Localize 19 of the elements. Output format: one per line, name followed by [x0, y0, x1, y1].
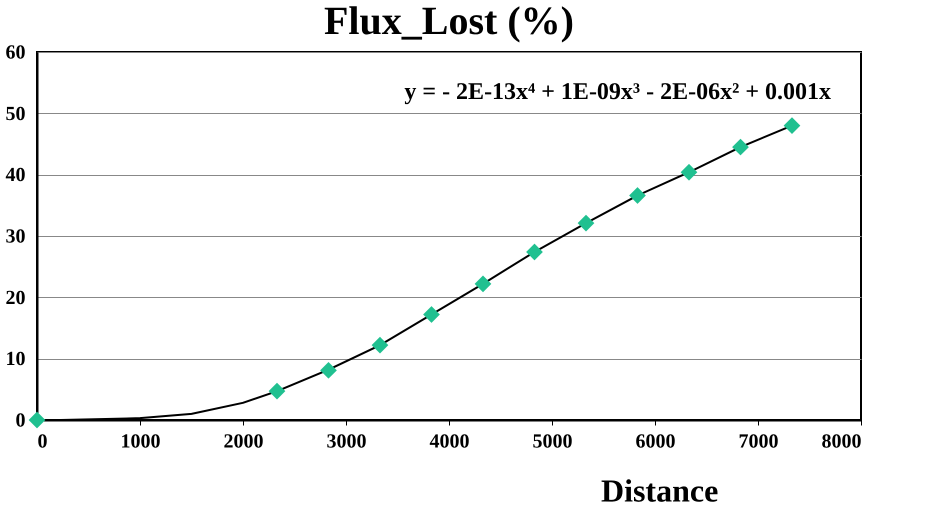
x-tick-label: 0 [38, 430, 48, 452]
x-tick-label: 7000 [738, 430, 778, 452]
y-tick-label: 40 [6, 164, 26, 186]
x-tick-label: 3000 [326, 430, 366, 452]
x-tick-label: 4000 [430, 430, 470, 452]
y-tick-label: 0 [16, 410, 26, 432]
y-tick-label: 20 [6, 286, 26, 309]
y-tick-label: 50 [6, 102, 26, 125]
chart-title: Flux_Lost (%) [324, 0, 574, 43]
x-tick-label: 5000 [532, 430, 572, 452]
x-axis-title: Distance [600, 472, 718, 508]
x-tick-label: 2000 [224, 430, 264, 452]
annotation: y = - 2E-13x⁴ + 1E-09x³ - 2E-06x² + 0.001x [404, 79, 831, 105]
y-tick-label: 60 [6, 42, 26, 64]
x-tick-label: 1000 [120, 430, 160, 452]
x-tick-label: 6000 [636, 430, 676, 452]
y-tick-label: 30 [6, 226, 26, 248]
y-tick-label: 10 [6, 348, 26, 370]
x-tick-label: 8000 [822, 430, 862, 452]
